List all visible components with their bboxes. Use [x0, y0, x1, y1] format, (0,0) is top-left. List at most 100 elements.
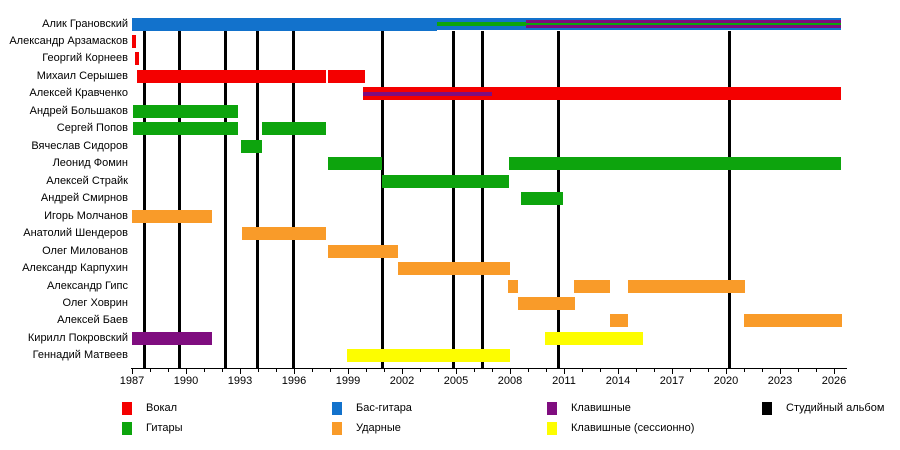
bar-stripe-guitars: [241, 139, 262, 153]
x-axis-line: [131, 368, 847, 369]
axis-minor-tick: [168, 369, 169, 372]
member-label: Кирилл Покровский: [27, 331, 128, 344]
axis-minor-tick: [492, 369, 493, 372]
bar-stripe-bass: [132, 17, 438, 31]
axis-major-tick: [618, 369, 619, 374]
member-label: Алексей Баев: [57, 314, 128, 327]
album-line: [223, 31, 227, 368]
timeline-bar: [610, 314, 629, 328]
timeline-bar: [508, 279, 519, 293]
timeline-bar: [137, 69, 326, 83]
tick-label: 2005: [443, 375, 469, 387]
axis-major-tick: [780, 369, 781, 374]
bar-stripe-vocals: [362, 87, 492, 92]
timeline-bar: [328, 157, 382, 171]
bar-stripe-guitars: [328, 157, 382, 171]
member-label: Геннадий Матвеев: [32, 349, 128, 362]
axis-major-tick: [456, 369, 457, 374]
axis-minor-tick: [636, 369, 637, 372]
legend-swatch-bass: [332, 402, 342, 415]
axis-major-tick: [402, 369, 403, 374]
timeline-bar: [328, 244, 398, 258]
timeline-bar: [362, 87, 492, 101]
tick-label: 2023: [767, 375, 793, 387]
bar-stripe-guitars: [526, 22, 842, 26]
legend-label: Вокал: [146, 402, 178, 414]
axis-major-tick: [726, 369, 727, 374]
axis-minor-tick: [438, 369, 439, 372]
timeline-bar: [132, 104, 239, 118]
timeline-bar: [518, 297, 575, 311]
album-line: [481, 31, 485, 368]
legend-label: Клавишные (сессионно): [571, 422, 695, 434]
bar-stripe-vocals: [137, 69, 326, 83]
axis-minor-tick: [384, 369, 385, 372]
bar-stripe-guitars: [132, 104, 239, 118]
legend-label: Гитары: [146, 422, 183, 434]
bar-stripe-keyboards: [132, 331, 212, 345]
tick-label: 2002: [389, 375, 415, 387]
album-line: [256, 31, 260, 368]
legend-swatch-keyboards_session: [547, 422, 557, 435]
axis-minor-tick: [330, 369, 331, 372]
bar-stripe-vocals: [328, 69, 365, 83]
axis-minor-tick: [798, 369, 799, 372]
axis-minor-tick: [582, 369, 583, 372]
axis-major-tick: [510, 369, 511, 374]
member-label: Андрей Смирнов: [40, 192, 128, 205]
bar-stripe-guitars: [437, 21, 527, 27]
timeline-bar: [397, 262, 510, 276]
tick-label: 2008: [497, 375, 523, 387]
bar-stripe-vocals: [491, 87, 842, 101]
bar-stripe-keyboards: [362, 91, 492, 97]
axis-minor-tick: [150, 369, 151, 372]
member-label: Леонид Фомин: [52, 157, 128, 170]
member-label: Анатолий Шендеров: [23, 227, 128, 240]
legend-item: Клавишные: [547, 402, 631, 415]
member-label: Алик Грановский: [42, 17, 128, 30]
timeline-bar: [132, 34, 136, 48]
axis-minor-tick: [312, 369, 313, 372]
bar-stripe-guitars: [509, 157, 841, 171]
bar-stripe-drums: [628, 279, 746, 293]
timeline-bar: [628, 279, 746, 293]
tick-label: 2011: [552, 375, 576, 387]
album-line: [727, 31, 731, 368]
axis-minor-tick: [474, 369, 475, 372]
member-label: Алексей Кравченко: [29, 87, 128, 100]
legend-item: Вокал: [122, 402, 177, 415]
axis-minor-tick: [654, 369, 655, 372]
bar-stripe-keyboards_session: [544, 331, 644, 345]
member-label: Сергей Попов: [56, 122, 128, 135]
bar-stripe-drums: [508, 279, 519, 293]
bar-stripe-drums: [132, 209, 212, 223]
member-label: Вячеслав Сидоров: [31, 139, 128, 152]
axis-minor-tick: [204, 369, 205, 372]
legend-label: Клавишные: [571, 402, 631, 414]
legend-swatch-album: [762, 402, 772, 415]
tick-label: 2017: [659, 375, 685, 387]
axis-major-tick: [834, 369, 835, 374]
tick-label: 1999: [335, 375, 361, 387]
timeline-bar: [132, 17, 438, 31]
timeline-bar: [132, 209, 212, 223]
axis-major-tick: [564, 369, 565, 374]
timeline-bar: [574, 279, 611, 293]
bar-stripe-keyboards_session: [346, 349, 510, 363]
timeline-bar: [437, 17, 527, 31]
album-line: [177, 31, 181, 368]
tick-label: 1996: [281, 375, 307, 387]
bar-stripe-drums: [610, 314, 629, 328]
bar-stripe-guitars: [382, 174, 510, 188]
axis-minor-tick: [276, 369, 277, 372]
bar-stripe-vocals: [132, 34, 136, 48]
legend-label: Студийный альбом: [786, 402, 885, 414]
timeline-bar: [132, 122, 239, 136]
tick-label: 2020: [713, 375, 739, 387]
legend-label: Ударные: [356, 422, 401, 434]
bar-stripe-vocals: [134, 52, 139, 66]
album-line: [143, 31, 147, 368]
bar-stripe-guitars: [520, 192, 564, 206]
timeline-bar: [544, 331, 644, 345]
axis-minor-tick: [690, 369, 691, 372]
